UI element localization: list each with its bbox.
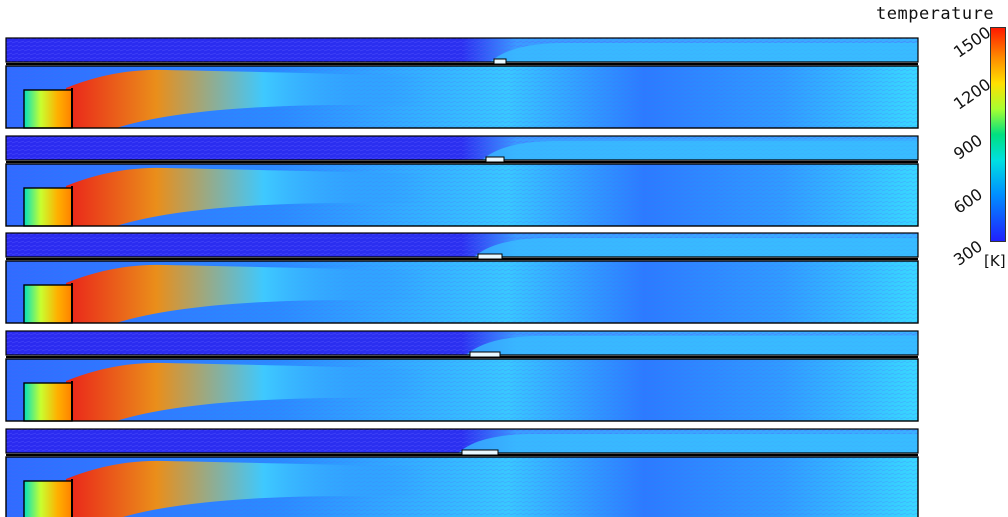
main-channel-wall (5, 163, 919, 227)
main-channel-wall (5, 65, 919, 129)
upper-channel-wall (5, 232, 919, 258)
gap-marker (477, 253, 503, 260)
simulation-panel (5, 428, 919, 517)
gap-marker (493, 58, 507, 65)
burner-block (24, 90, 72, 128)
upper-hot-layer (466, 336, 918, 355)
gap-marker (461, 449, 499, 456)
burner-block (24, 383, 72, 421)
burner-block (24, 188, 72, 226)
main-channel-wall (5, 456, 919, 517)
hot-plume (66, 460, 426, 517)
main-channel-wall (5, 358, 919, 422)
simulation-panel (5, 37, 919, 129)
burner-block (24, 285, 72, 323)
upper-channel-wall (5, 135, 919, 161)
hot-plume (66, 264, 426, 323)
colorbar-title: temperature (876, 4, 995, 24)
hot-plume (66, 69, 426, 128)
upper-hot-layer (482, 141, 918, 160)
main-channel-wall (5, 260, 919, 324)
upper-channel-wall (5, 330, 919, 356)
upper-hot-layer (490, 43, 918, 62)
simulation-panel (5, 232, 919, 324)
upper-hot-layer (458, 434, 918, 453)
simulation-panel (5, 135, 919, 227)
colorbar-unit: [K] (984, 252, 1006, 270)
colorbar (990, 27, 1006, 242)
burner-block (24, 481, 72, 517)
simulation-panel (5, 330, 919, 422)
gap-marker (469, 351, 501, 358)
gap-marker (485, 156, 505, 163)
hot-plume (66, 362, 426, 421)
upper-channel-wall (5, 37, 919, 63)
hot-plume (66, 167, 426, 226)
upper-hot-layer (474, 238, 918, 257)
